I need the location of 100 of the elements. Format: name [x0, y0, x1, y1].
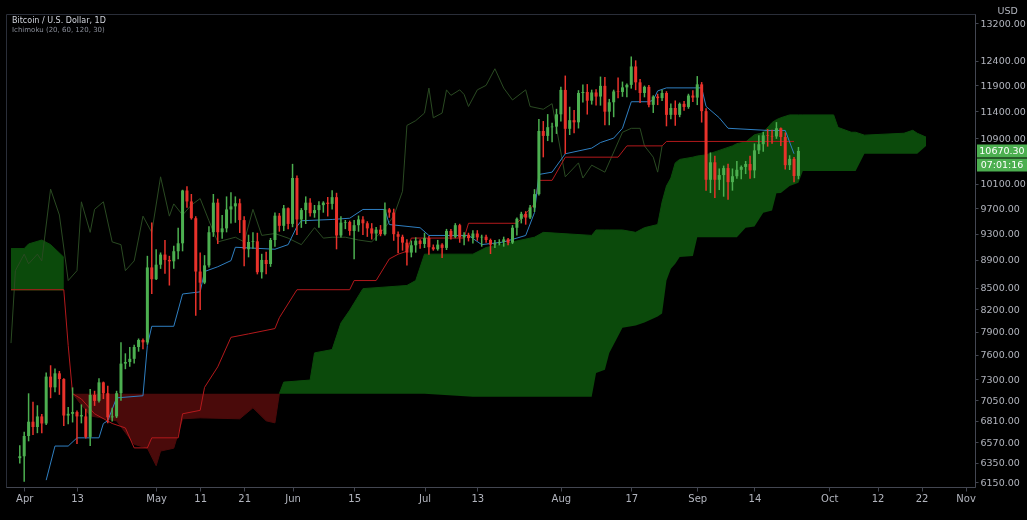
candlestick [691, 90, 695, 102]
candlestick [97, 378, 101, 403]
candlestick [554, 108, 558, 134]
candlestick [581, 84, 585, 103]
candlestick [748, 155, 752, 179]
candlestick [511, 225, 514, 245]
candlestick [405, 239, 409, 266]
y-tick-label: 7300.00 [980, 373, 1020, 385]
candlestick [31, 401, 35, 435]
candlestick [634, 60, 638, 91]
y-tick-label: 8900.00 [980, 254, 1020, 266]
candlestick [317, 201, 321, 228]
y-axis-title: USD [997, 4, 1018, 16]
candlestick [541, 121, 545, 158]
x-tick-label: 21 [238, 492, 252, 504]
x-tick-label: Nov [956, 492, 976, 504]
line-series [10, 140, 795, 449]
candlestick [568, 106, 572, 136]
y-tick-label: 8500.00 [980, 282, 1020, 294]
candlestick [339, 216, 343, 238]
candlestick [115, 390, 119, 419]
candlestick [629, 56, 633, 89]
candlestick [708, 152, 712, 194]
candlestick [176, 227, 180, 260]
candlestick [57, 370, 61, 395]
candlestick [713, 155, 717, 198]
chart-title: Bitcoin / U.S. Dollar, 1D [12, 16, 106, 25]
candlestick [203, 255, 207, 285]
candlestick [739, 165, 743, 180]
candlestick [717, 168, 721, 191]
candlestick [229, 192, 233, 224]
candlestick [352, 219, 356, 260]
candlestick [220, 214, 224, 239]
x-tick-label: 22 [915, 492, 929, 504]
y-tick-label: 11900.00 [980, 79, 1026, 91]
candlestick [75, 410, 79, 445]
candlestick [576, 90, 580, 129]
candlestick [467, 232, 470, 242]
x-tick-label: 15 [348, 492, 361, 504]
candlestick [71, 387, 75, 423]
candlestick [154, 249, 158, 280]
x-tick-label: Aug [551, 492, 572, 504]
y-tick-label: 13200.00 [980, 17, 1026, 29]
candlestick [225, 196, 229, 233]
x-tick-label: 12 [871, 492, 885, 504]
x-tick-label: Sep [688, 492, 708, 504]
candlestick [392, 208, 396, 241]
y-tick-label: 6810.00 [980, 415, 1020, 427]
x-tick-label: 13 [71, 492, 84, 504]
x-tick-label: 17 [625, 492, 639, 504]
candlestick [304, 196, 308, 225]
candlestick [546, 114, 550, 142]
candlestick [260, 253, 264, 279]
candlestick [49, 365, 53, 399]
candlestick [264, 251, 268, 275]
line-series [10, 68, 663, 344]
candlestick [233, 196, 237, 223]
candlestick [761, 131, 765, 152]
candlestick [445, 228, 449, 250]
candlestick [269, 237, 273, 267]
y-tick-label: 11400.00 [980, 105, 1026, 117]
candlestick [299, 208, 303, 228]
y-tick-label: 9300.00 [980, 228, 1020, 240]
y-tick-label: 6150.00 [980, 476, 1020, 488]
candlestick [53, 368, 57, 393]
candlestick [647, 85, 651, 108]
candlestick [726, 163, 730, 200]
candlestick [27, 393, 31, 442]
x-tick-label: 14 [748, 492, 762, 504]
candlestick [361, 216, 365, 235]
candlestick [484, 234, 488, 243]
x-tick-label: Jun [284, 492, 301, 504]
candlestick [401, 234, 405, 251]
text: 10670.30 [979, 144, 1025, 156]
candlestick [251, 232, 255, 249]
candlestick [66, 406, 70, 425]
x-tick-label: Jul [417, 492, 432, 504]
candlestick [189, 193, 193, 220]
candlestick [598, 76, 602, 106]
candlestick [198, 252, 202, 310]
candlestick [722, 165, 726, 197]
candlestick [752, 143, 756, 179]
candlestick [695, 76, 699, 106]
y-tick-label: 8200.00 [980, 303, 1020, 315]
y-tick-label: 10900.00 [980, 132, 1026, 144]
candlestick [330, 190, 334, 210]
candlestick [735, 160, 739, 179]
x-tick-label: Apr [16, 492, 35, 504]
candlestick [185, 186, 189, 208]
candlestick [673, 100, 677, 126]
candlestick [418, 239, 422, 249]
candlestick [612, 89, 616, 118]
candlestick [440, 243, 444, 258]
candlestick [493, 239, 497, 248]
y-tick-label: 6570.00 [980, 436, 1020, 448]
x-tick-label: Oct [821, 492, 839, 504]
candlestick [163, 239, 167, 274]
candlestick [172, 245, 176, 269]
candlestick [607, 98, 611, 126]
candlestick [35, 405, 39, 434]
